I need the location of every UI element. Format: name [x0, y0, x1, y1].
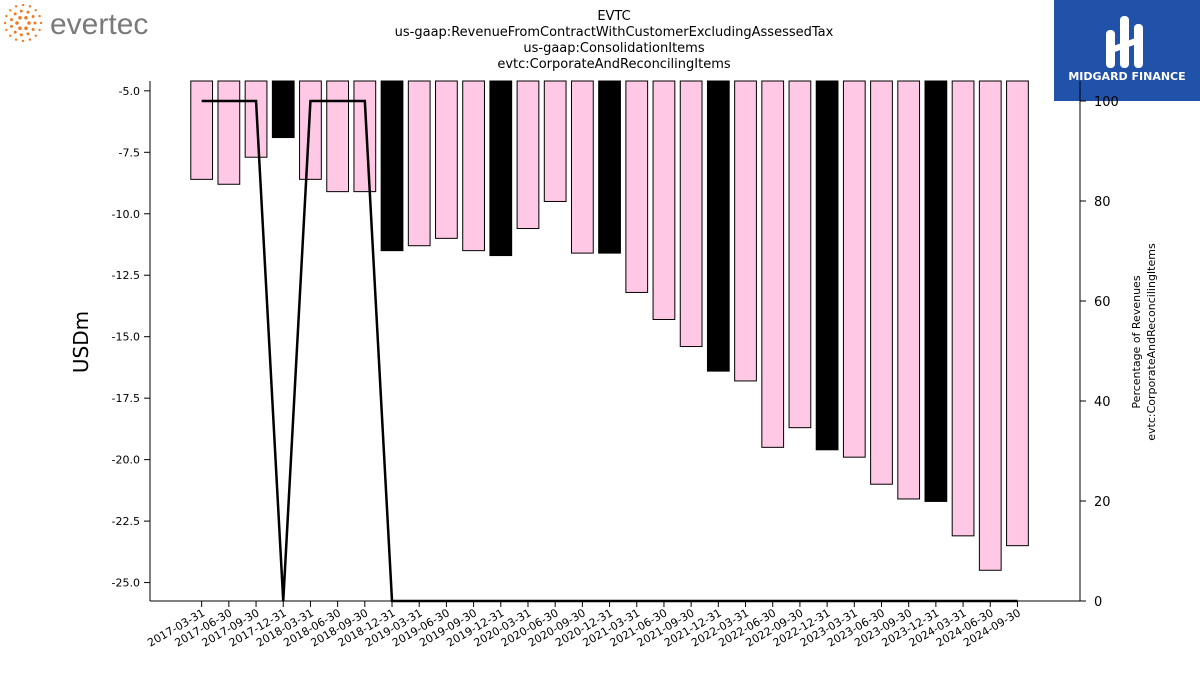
logo-dot [21, 39, 25, 43]
chart-title-line: us-gaap:ConsolidationItems [523, 41, 704, 56]
logo-dot [39, 21, 43, 25]
dot-sunburst-icon [4, 4, 43, 43]
logo-dot [19, 33, 23, 37]
left-tick-label: -10.0 [112, 208, 140, 221]
chart-title-line: us-gaap:RevenueFromContractWithCustomerE… [395, 25, 834, 40]
logo-dot [19, 9, 23, 13]
bar [407, 80, 431, 247]
bar [462, 80, 485, 252]
bar [924, 80, 948, 502]
logo-dot [27, 21, 31, 25]
logo-dot [15, 21, 19, 25]
logo-dot [34, 9, 37, 12]
logo-dot [28, 5, 32, 8]
bar [1006, 80, 1029, 547]
logo-dot [13, 30, 17, 34]
logo-dot [14, 38, 18, 41]
bar-series [190, 80, 1029, 571]
logo-dot [9, 9, 12, 12]
midgard-emblem-icon [1106, 16, 1143, 68]
left-tick-label: -5.0 [119, 85, 140, 98]
y2-axis-label: Percentage of Revenues evtc:CorporateAndR… [1130, 243, 1158, 441]
left-y-axis: -5.0 -7.5 -10.0 -12.5 -15.0 -17.5 -20.0 -22.5 -2… [112, 81, 151, 601]
logo-dot [26, 32, 30, 36]
logo-dot [9, 18, 13, 22]
logo-dot [28, 38, 32, 41]
left-tick-label: -20.0 [112, 454, 140, 467]
left-tick-label: -12.5 [112, 269, 140, 282]
chart-title-line: EVTC [597, 9, 630, 24]
bar [652, 80, 676, 320]
bar [543, 80, 567, 202]
bar [788, 80, 812, 429]
left-tick-label: -7.5 [119, 146, 140, 159]
right-y-axis: 0 20 40 60 80 100 [1079, 81, 1119, 610]
chart-title: EVTCus-gaap:RevenueFromContractWithCusto… [395, 9, 834, 72]
left-tick-label: -25.0 [112, 577, 140, 590]
bar [815, 80, 839, 451]
right-tick-label: 60 [1094, 295, 1111, 310]
bar [190, 80, 214, 180]
logo-dot [13, 12, 17, 16]
bar [951, 80, 975, 537]
y2-axis-label-line: Percentage of Revenues [1130, 275, 1143, 408]
evertec-logo: evertec [4, 4, 148, 43]
right-tick-label: 100 [1094, 95, 1119, 110]
logo-dot [4, 21, 7, 25]
logo-dot [24, 16, 28, 20]
logo-dot [33, 21, 37, 25]
bar [734, 80, 757, 382]
logo-dot [5, 14, 8, 18]
bar [516, 80, 540, 230]
bar [598, 80, 621, 254]
bar [435, 80, 458, 239]
logo-dot [38, 28, 41, 32]
logo-dot [34, 34, 37, 37]
logo-dot [31, 27, 35, 31]
left-tick-label: -17.5 [112, 392, 140, 405]
bar [217, 80, 241, 185]
logo-dot [24, 26, 28, 30]
bar [761, 80, 785, 448]
logo-dot [31, 15, 35, 19]
bar [870, 80, 893, 485]
y-axis-label: USDm [69, 311, 93, 373]
logo-dot [21, 4, 25, 7]
right-tick-label: 0 [1094, 595, 1102, 610]
logo-dot [14, 5, 18, 8]
logo-dot [38, 14, 41, 18]
left-tick-label: -22.5 [112, 515, 140, 528]
logo-dot [9, 34, 12, 37]
right-tick-label: 20 [1094, 495, 1111, 510]
bar [625, 80, 649, 293]
bar [299, 80, 322, 180]
evertec-logo-text: evertec [50, 8, 148, 41]
bar [897, 80, 921, 500]
bar [271, 80, 295, 139]
bar [380, 80, 404, 252]
right-tick-label: 80 [1094, 195, 1111, 210]
bar [978, 80, 1002, 571]
logo-dot [5, 28, 8, 32]
bar [489, 80, 513, 257]
right-tick-label: 40 [1094, 395, 1111, 410]
midgard-finance-logo-text: MIDGARD FINANCE [1068, 70, 1185, 83]
bar [706, 80, 730, 372]
left-tick-label: -15.0 [112, 331, 140, 344]
logo-dot [18, 26, 22, 30]
midgard-finance-logo: MIDGARD FINANCE [1054, 0, 1200, 101]
bar [326, 80, 350, 193]
bar [679, 80, 703, 348]
logo-dot [9, 24, 13, 28]
logo-dot [18, 16, 22, 20]
bar [842, 80, 866, 458]
chart-title-line: evtc:CorporateAndReconcilingItems [497, 57, 731, 72]
bar [353, 80, 377, 193]
logo-dot [26, 10, 30, 14]
bar [570, 80, 594, 254]
x-axis: 2017-03-312017-06-302017-09-302017-12-31… [145, 600, 1080, 650]
y2-axis-label-line: evtc:CorporateAndReconcilingItems [1145, 243, 1158, 441]
